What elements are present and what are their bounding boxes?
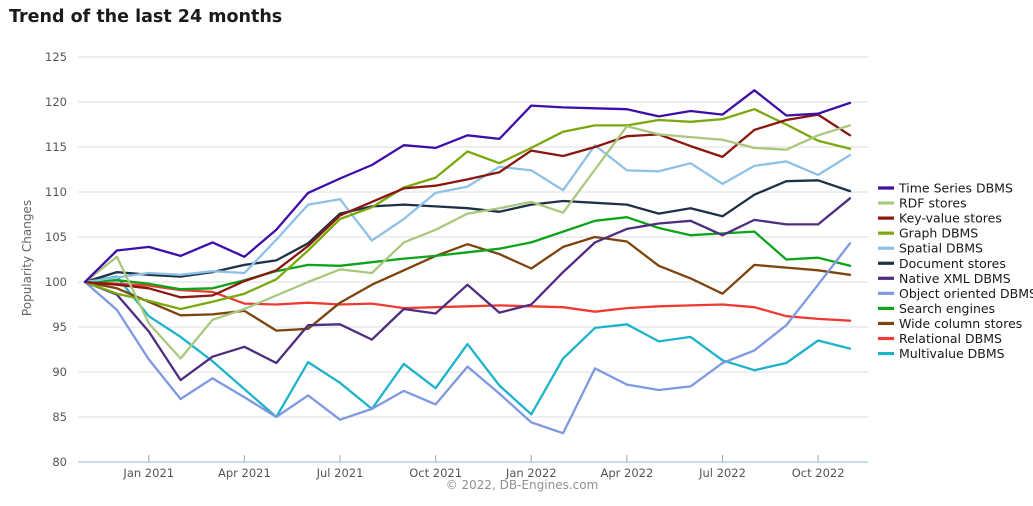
legend-item-document-stores[interactable]: Document stores bbox=[878, 256, 1006, 271]
x-tick-label-jul-2021: Jul 2021 bbox=[316, 466, 364, 480]
legend-label-relational-dbms: Relational DBMS bbox=[899, 331, 1002, 346]
series-line-multivalue-dbms bbox=[83, 275, 852, 419]
legend-label-search-engines: Search engines bbox=[899, 301, 995, 316]
legend-label-object-oriented-dbms: Object oriented DBMS bbox=[899, 286, 1033, 301]
legend-item-spatial-dbms[interactable]: Spatial DBMS bbox=[878, 241, 983, 256]
y-tick-label-125: 125 bbox=[45, 50, 67, 64]
x-tick-label-oct-2022: Oct 2022 bbox=[792, 466, 845, 480]
series-line-object-oriented-dbms bbox=[83, 242, 852, 435]
legend-item-search-engines[interactable]: Search engines bbox=[878, 301, 995, 316]
legend-label-native-xml-dbms: Native XML DBMS bbox=[899, 271, 1011, 286]
x-tick-label-oct-2021: Oct 2021 bbox=[409, 466, 462, 480]
series-line-key-value-stores bbox=[83, 113, 852, 299]
chart-title: Trend of the last 24 months bbox=[9, 7, 282, 27]
x-tick-label-jan-2022: Jan 2022 bbox=[505, 466, 557, 480]
series-line-graph-dbms bbox=[83, 108, 852, 311]
y-axis-label: Popularity Changes bbox=[20, 200, 34, 316]
x-tick-label-jan-2021: Jan 2021 bbox=[122, 466, 174, 480]
x-axis: Jan 2021 Apr 2021 Jul 2021 Oct 2021 Jan 2022… bbox=[78, 455, 868, 480]
legend-item-native-xml-dbms[interactable]: Native XML DBMS bbox=[878, 271, 1011, 286]
y-tick-label-95: 95 bbox=[52, 320, 67, 334]
legend-label-rdf-stores: RDF stores bbox=[899, 196, 967, 211]
y-tick-label-85: 85 bbox=[52, 410, 67, 424]
legend-label-spatial-dbms: Spatial DBMS bbox=[899, 241, 983, 256]
legend-item-multivalue-dbms[interactable]: Multivalue DBMS bbox=[878, 346, 1005, 361]
legend-label-key-value-stores: Key-value stores bbox=[899, 211, 1002, 226]
series-line-time-series-dbms bbox=[83, 89, 852, 284]
x-tick-label-apr-2022: Apr 2022 bbox=[600, 466, 653, 480]
legend-item-rdf-stores[interactable]: RDF stores bbox=[878, 196, 967, 211]
legend-item-object-oriented-dbms[interactable]: Object oriented DBMS bbox=[878, 286, 1033, 301]
series-line-wide-column-stores bbox=[83, 235, 852, 332]
y-tick-label-110: 110 bbox=[45, 185, 67, 199]
y-tick-label-90: 90 bbox=[52, 365, 67, 379]
y-tick-label-100: 100 bbox=[45, 275, 67, 289]
y-tick-label-80: 80 bbox=[52, 455, 67, 469]
legend-label-graph-dbms: Graph DBMS bbox=[899, 226, 978, 241]
x-tick-label-jul-2022: Jul 2022 bbox=[698, 466, 746, 480]
series-lines bbox=[83, 89, 852, 435]
legend-item-graph-dbms[interactable]: Graph DBMS bbox=[878, 226, 978, 241]
series-line-document-stores bbox=[83, 179, 852, 284]
series-line-native-xml-dbms bbox=[83, 197, 852, 382]
legend-item-time-series-dbms[interactable]: Time Series DBMS bbox=[878, 181, 1013, 196]
series-line-search-engines bbox=[83, 216, 852, 291]
legend-label-time-series-dbms: Time Series DBMS bbox=[898, 181, 1013, 196]
legend-label-multivalue-dbms: Multivalue DBMS bbox=[899, 346, 1005, 361]
legend-item-wide-column-stores[interactable]: Wide column stores bbox=[878, 316, 1022, 331]
x-tick-label-apr-2021: Apr 2021 bbox=[218, 466, 271, 480]
legend-item-key-value-stores[interactable]: Key-value stores bbox=[878, 211, 1002, 226]
copyright-footer: © 2022, DB-Engines.com bbox=[446, 478, 599, 492]
y-tick-label-115: 115 bbox=[45, 140, 67, 154]
legend-label-wide-column-stores: Wide column stores bbox=[899, 316, 1022, 331]
legend-label-document-stores: Document stores bbox=[899, 256, 1006, 271]
series-line-spatial-dbms bbox=[83, 144, 852, 284]
gridlines bbox=[78, 56, 868, 418]
legend-item-relational-dbms[interactable]: Relational DBMS bbox=[878, 331, 1002, 346]
series-line-relational-dbms bbox=[83, 280, 852, 322]
series-line-rdf-stores bbox=[83, 124, 852, 360]
y-tick-label-105: 105 bbox=[45, 230, 67, 244]
y-axis-ticks: 80 85 90 95 100 105 110 115 120 125 bbox=[45, 50, 67, 469]
y-tick-label-120: 120 bbox=[45, 95, 67, 109]
